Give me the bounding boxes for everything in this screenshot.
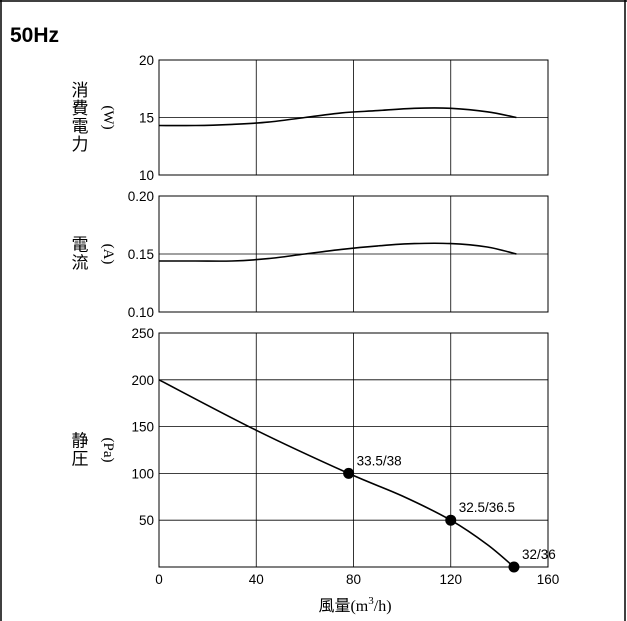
ytick-power-1: 15	[139, 111, 154, 126]
plot-frame-pressure	[158, 332, 549, 568]
ytick-pressure-1: 200	[131, 373, 154, 388]
series-line-current-0	[159, 242, 517, 262]
x-tick-labels: 0 40 80 120 160	[155, 572, 559, 587]
ytick-pressure-4: 50	[139, 513, 154, 528]
ytick-current-2: 0.10	[128, 305, 154, 320]
ytick-power-2: 10	[139, 168, 154, 183]
ylabel-char-pressure-0: 静	[72, 431, 89, 450]
ytick-pressure-3: 100	[131, 466, 154, 481]
xtick-1: 40	[249, 572, 264, 587]
xtick-2: 80	[346, 572, 361, 587]
series-line-power-0	[158, 107, 517, 127]
ylabel-char-power-0: 消	[72, 81, 89, 100]
ytick-power-0: 20	[139, 53, 154, 68]
ylabel-unit-pressure: (Pa)	[100, 438, 116, 463]
x-axis-label-suffix: /h)	[374, 598, 392, 615]
ylabel-char-power-1: 費	[72, 99, 89, 118]
xtick-4: 160	[537, 572, 560, 587]
ylabel-char-power-2: 電	[72, 117, 89, 136]
panel-current: 0.20 0.15 0.10 電流 (A)	[72, 189, 549, 320]
series-line-pressure-0	[158, 379, 515, 568]
ylabel-char-current-1: 流	[72, 253, 89, 272]
data-point-pressure-1	[445, 514, 457, 526]
xtick-3: 120	[439, 572, 462, 587]
ylabel-unit-power: (W)	[100, 105, 116, 129]
data-point-pressure-0	[343, 467, 355, 479]
data-point-pressure-2	[508, 561, 520, 573]
ytick-pressure-2: 150	[131, 420, 154, 435]
xtick-0: 0	[155, 572, 163, 587]
chart-title: 50Hz	[10, 24, 59, 47]
ylabel-char-power-3: 力	[72, 135, 89, 154]
point-label-pressure-2: 32/36	[522, 547, 556, 562]
point-label-pressure-1: 32.5/36.5	[459, 500, 515, 515]
ytick-current-1: 0.15	[128, 247, 154, 262]
ytick-pressure-0: 250	[131, 326, 154, 341]
x-axis-label-prefix: 風量(m	[318, 598, 368, 615]
point-label-pressure-0: 33.5/38	[357, 453, 402, 468]
panel-pressure: 250 200 150 100 50 33.5/38 32.5/36.5 32/36 静圧 (Pa…	[72, 326, 556, 573]
plot-frame-current	[158, 195, 549, 313]
x-axis-label-sup: 3	[368, 595, 374, 607]
ytick-current-0: 0.20	[128, 189, 154, 204]
ylabel-char-pressure-1: 圧	[72, 449, 89, 468]
plot-frame-power	[158, 59, 549, 176]
ylabel-unit-current: (A)	[100, 244, 116, 265]
ylabel-char-current-0: 電	[72, 235, 89, 254]
x-axis-label: 風量(m3/h)	[318, 595, 391, 615]
